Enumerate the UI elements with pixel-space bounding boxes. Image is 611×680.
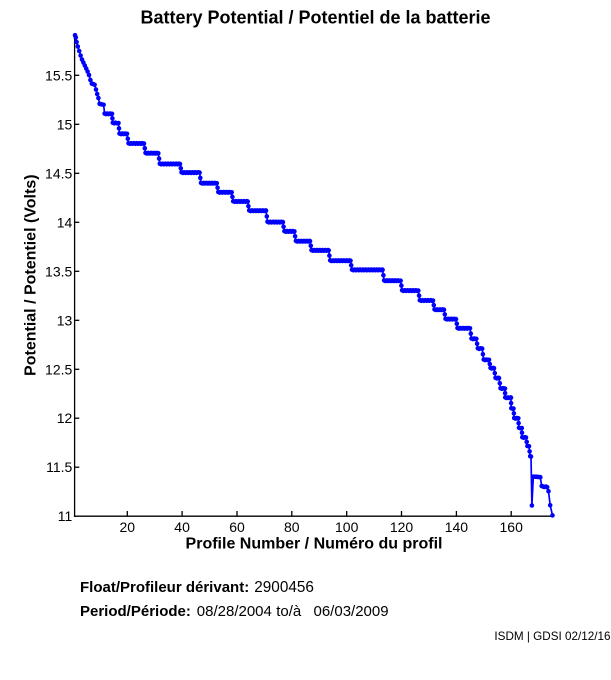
svg-text:08/28/2004: 08/28/2004	[197, 603, 272, 620]
svg-text:12.5: 12.5	[45, 361, 72, 377]
svg-text:60: 60	[229, 519, 245, 535]
svg-text:13: 13	[57, 312, 73, 328]
svg-text:15: 15	[57, 116, 73, 132]
svg-text:Battery Potential / Potentiel: Battery Potential / Potentiel de la batt…	[140, 8, 490, 28]
svg-text:100: 100	[335, 519, 359, 535]
svg-text:13.5: 13.5	[45, 263, 72, 279]
svg-text:ISDM | GDSI 02/12/16: ISDM | GDSI 02/12/16	[494, 630, 610, 643]
svg-text:11.5: 11.5	[46, 459, 72, 475]
svg-text:Potential / Potentiel (Volts): Potential / Potentiel (Volts)	[22, 174, 39, 376]
svg-text:Period/Période:: Period/Période:	[80, 603, 191, 620]
svg-text:06/03/2009: 06/03/2009	[314, 603, 389, 620]
svg-text:Float/Profileur dérivant:: Float/Profileur dérivant:	[80, 579, 249, 596]
svg-text:11: 11	[58, 508, 73, 524]
svg-text:40: 40	[174, 519, 190, 535]
svg-text:120: 120	[390, 519, 414, 535]
svg-text:2900456: 2900456	[254, 579, 314, 596]
svg-text:14.5: 14.5	[45, 165, 72, 181]
svg-text:Profile Number / Numéro du pro: Profile Number / Numéro du profil	[186, 535, 443, 552]
svg-text:to/à: to/à	[276, 603, 302, 620]
svg-text:12: 12	[57, 410, 73, 426]
svg-text:80: 80	[284, 519, 300, 535]
svg-text:160: 160	[500, 519, 524, 535]
svg-text:140: 140	[445, 519, 469, 535]
svg-text:14: 14	[57, 214, 73, 230]
svg-text:20: 20	[120, 519, 136, 535]
svg-text:15.5: 15.5	[45, 67, 72, 83]
